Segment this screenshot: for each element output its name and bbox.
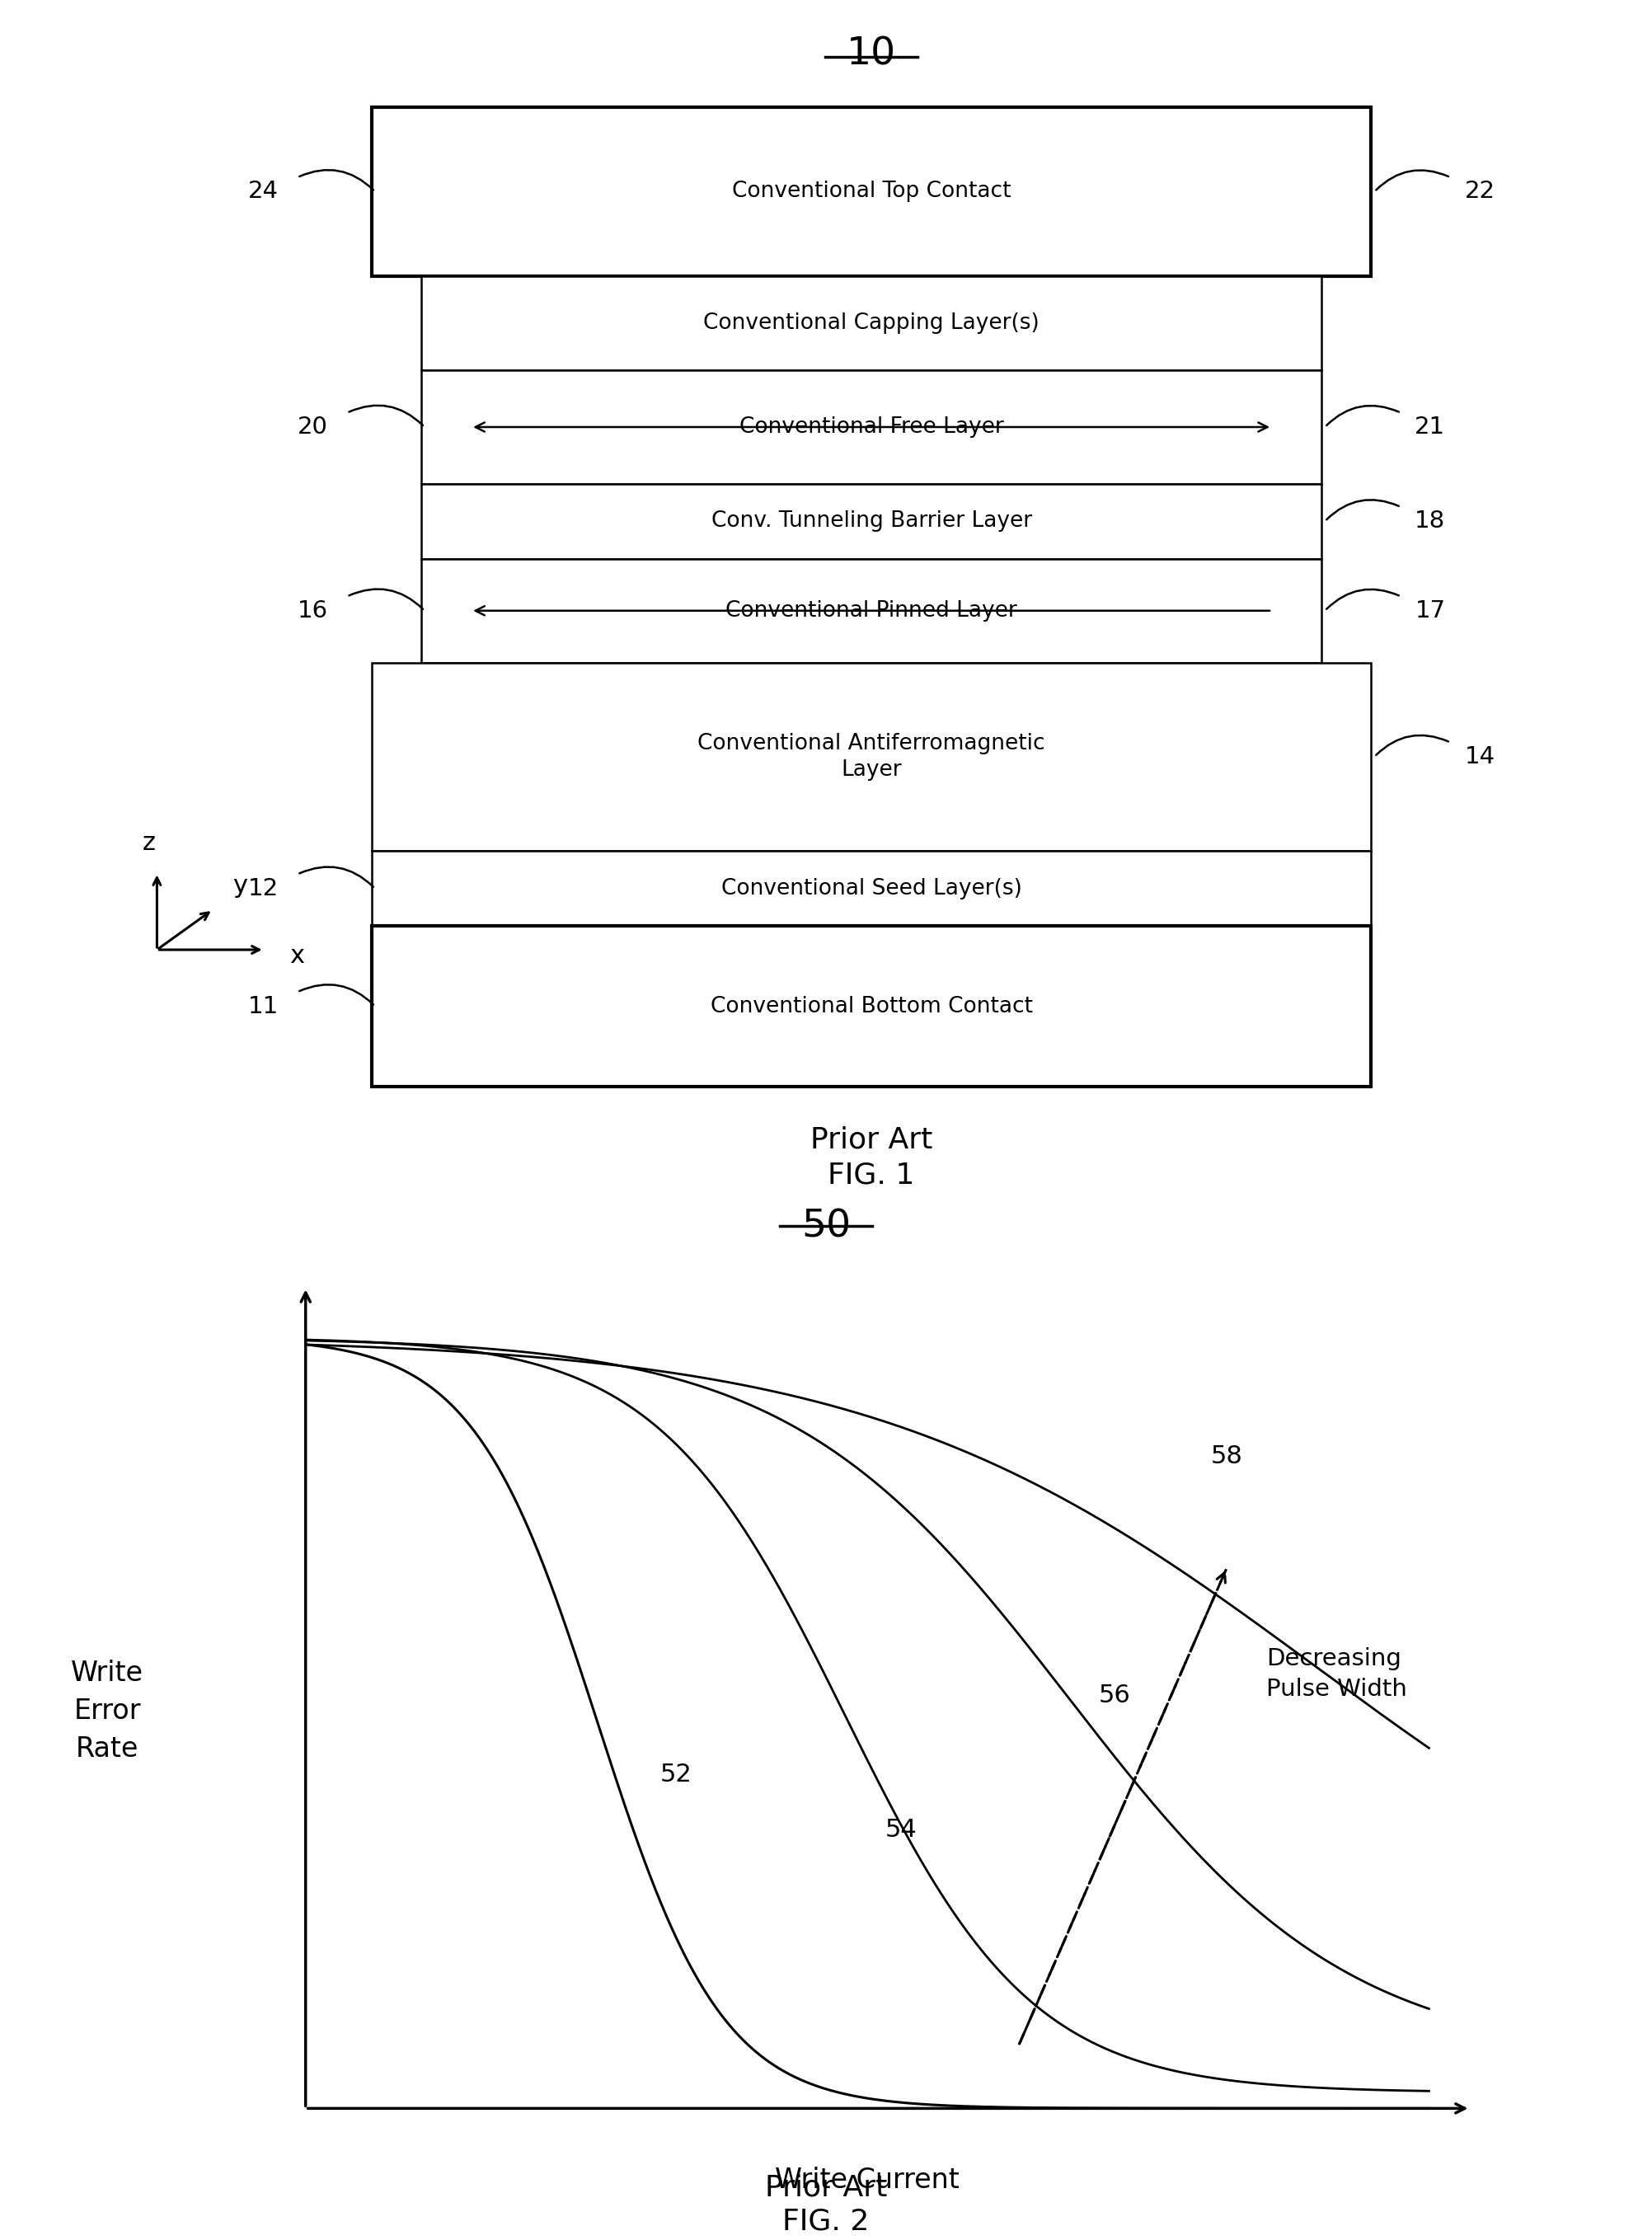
Text: 11: 11 [248, 995, 279, 1017]
Text: Conventional Antiferromagnetic
Layer: Conventional Antiferromagnetic Layer [697, 732, 1046, 780]
Text: 12: 12 [248, 878, 279, 900]
Bar [421, 484, 1322, 560]
Text: 54: 54 [885, 1819, 917, 1841]
Bar [372, 108, 1371, 276]
Text: 24: 24 [248, 179, 278, 204]
Text: Decreasing
Pulse Width: Decreasing Pulse Width [1265, 1646, 1408, 1700]
Text: y: y [233, 874, 248, 898]
Text: Conventional Seed Layer(s): Conventional Seed Layer(s) [720, 878, 1023, 898]
Text: 58: 58 [1211, 1445, 1242, 1469]
Text: 17: 17 [1414, 598, 1446, 623]
Bar [421, 276, 1322, 370]
Text: Conv. Tunneling Barrier Layer: Conv. Tunneling Barrier Layer [710, 511, 1032, 531]
Text: Conventional Free Layer: Conventional Free Layer [738, 417, 1004, 437]
Text: Conventional Pinned Layer: Conventional Pinned Layer [725, 600, 1018, 620]
Text: 20: 20 [297, 414, 327, 439]
Text: 50: 50 [801, 1207, 851, 1245]
Text: 22: 22 [1465, 179, 1495, 204]
Text: 14: 14 [1464, 746, 1495, 768]
Bar [421, 370, 1322, 484]
Bar [372, 851, 1371, 925]
Text: Write Current: Write Current [775, 2166, 960, 2193]
Text: 18: 18 [1414, 511, 1446, 533]
Text: Prior Art: Prior Art [809, 1127, 933, 1154]
Text: z: z [142, 831, 155, 856]
Text: Prior Art: Prior Art [765, 2173, 887, 2202]
Bar [372, 925, 1371, 1086]
Text: Conventional Bottom Contact: Conventional Bottom Contact [710, 995, 1032, 1017]
Text: 52: 52 [661, 1763, 692, 1788]
Text: 56: 56 [1099, 1682, 1130, 1707]
Text: 16: 16 [297, 598, 329, 623]
Bar [372, 663, 1371, 851]
Text: Write
Error
Rate: Write Error Rate [71, 1660, 144, 1763]
Text: FIG. 1: FIG. 1 [828, 1160, 915, 1189]
Text: FIG. 2: FIG. 2 [783, 2206, 869, 2236]
Text: Conventional Capping Layer(s): Conventional Capping Layer(s) [704, 314, 1039, 334]
Text: Conventional Top Contact: Conventional Top Contact [732, 181, 1011, 202]
Bar [421, 560, 1322, 663]
Text: 10: 10 [846, 36, 897, 72]
Text: 21: 21 [1414, 414, 1446, 439]
Text: x: x [289, 943, 304, 968]
